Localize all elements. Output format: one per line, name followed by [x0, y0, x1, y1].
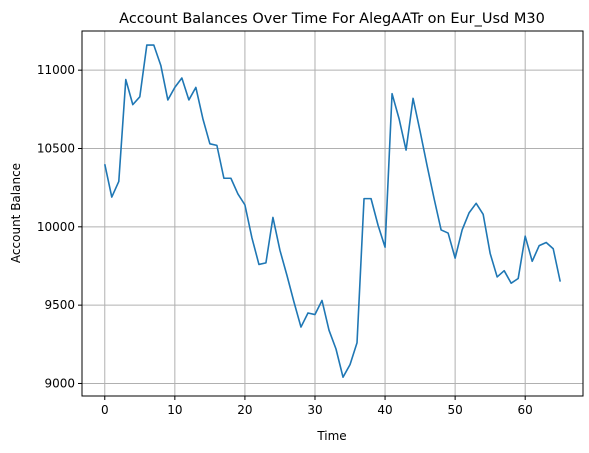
y-axis-label: Account Balance: [9, 163, 23, 263]
series-line: [103, 44, 562, 378]
x-tick-label: 30: [307, 403, 322, 417]
x-tick-label: 10: [167, 403, 182, 417]
plot-frame: [81, 30, 584, 397]
y-tick-label: 9000: [44, 376, 75, 390]
y-tick-label: 11000: [37, 63, 75, 77]
y-tick-label: 10500: [37, 141, 75, 155]
series-layer: [103, 44, 562, 378]
chart-title: Account Balances Over Time For AlegAATr …: [119, 11, 545, 27]
x-tick-label: 60: [518, 403, 533, 417]
y-tick-label: 9500: [44, 298, 75, 312]
x-tick-label: 20: [237, 403, 252, 417]
x-tick-label: 40: [377, 403, 392, 417]
y-axis-ticks: 9000 9500 10000 10500 11000: [37, 63, 82, 390]
x-axis-label: Time: [316, 429, 346, 443]
y-tick-label: 10000: [37, 220, 75, 234]
x-axis-ticks: 0 10 20 30 40 50 60: [101, 396, 533, 417]
grid-lines: [82, 31, 583, 396]
x-tick-label: 50: [447, 403, 462, 417]
x-tick-label: 0: [101, 403, 109, 417]
